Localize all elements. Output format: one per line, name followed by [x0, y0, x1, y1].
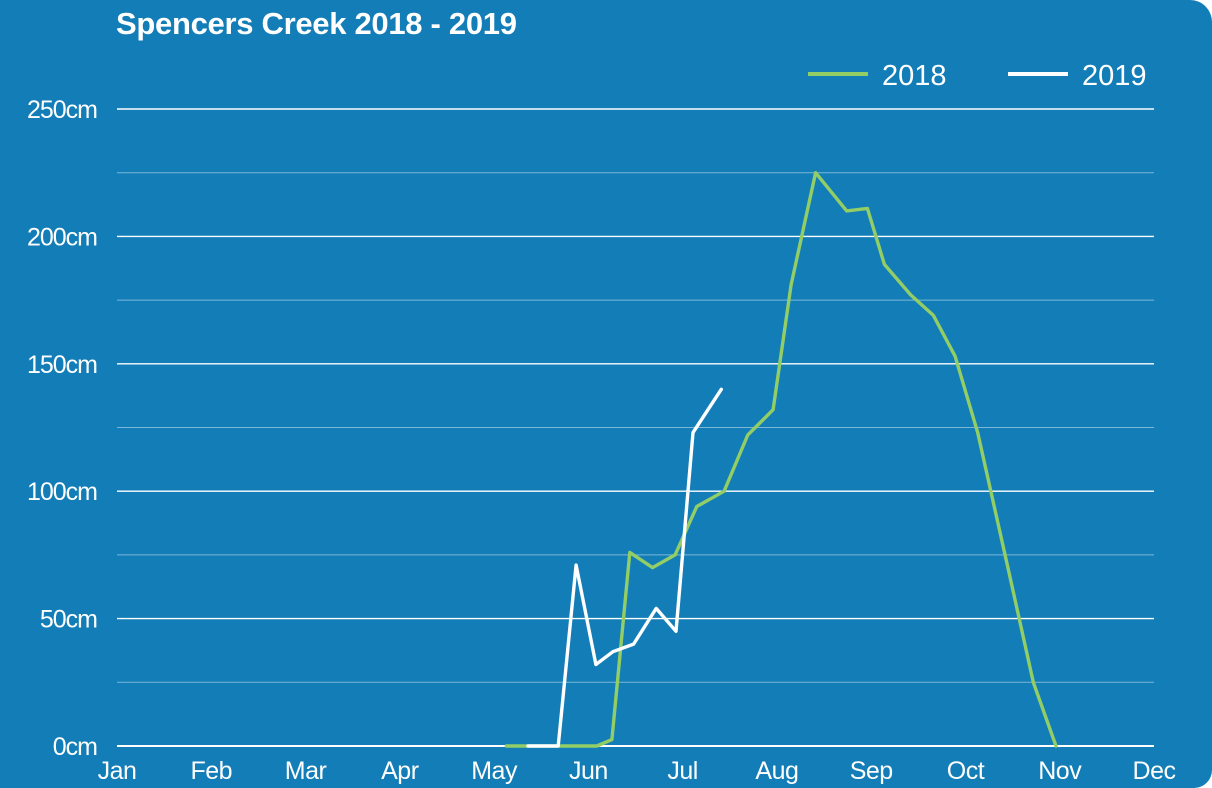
x-tick-label: Jul	[667, 757, 697, 785]
y-tick-label: 150cm	[27, 351, 97, 379]
y-tick-label: 200cm	[27, 223, 97, 251]
series-line-2019	[526, 387, 723, 748]
x-tick-label: Oct	[947, 757, 985, 785]
x-tick-label: Aug	[755, 757, 798, 785]
legend-label-2018: 2018	[882, 60, 947, 92]
x-tick-label: Dec	[1133, 757, 1176, 785]
x-tick-label: Sep	[850, 757, 893, 785]
x-tick-label: Jun	[569, 757, 608, 785]
legend-label-2019: 2019	[1082, 60, 1147, 92]
series-line-2018	[504, 170, 1058, 748]
x-tick-label: Feb	[190, 757, 232, 785]
x-tick-label: Mar	[285, 757, 327, 785]
chart-title: Spencers Creek 2018 - 2019	[116, 6, 517, 41]
x-tick-label: Nov	[1038, 757, 1082, 785]
y-tick-label: 250cm	[27, 96, 97, 124]
x-tick-label: May	[471, 757, 518, 785]
x-tick-label: Apr	[381, 757, 419, 785]
y-tick-label: 100cm	[27, 478, 97, 506]
y-tick-label: 0cm	[53, 733, 97, 761]
x-tick-label: Jan	[98, 757, 137, 785]
y-tick-label: 50cm	[40, 606, 97, 634]
